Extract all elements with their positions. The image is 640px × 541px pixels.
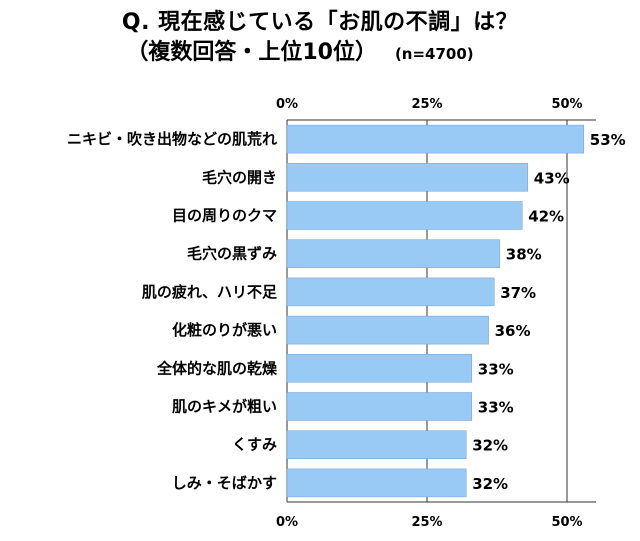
sample-size: (n=4700): [394, 45, 474, 63]
value-label-5: 36%: [495, 322, 531, 340]
x-tick-label-bottom-25: 25%: [411, 515, 442, 530]
chart-title: Q. 現在感じている「お肌の不調」は？: [121, 10, 519, 35]
category-label-1: 毛穴の開き: [202, 168, 277, 186]
bar-1: [286, 163, 529, 192]
bar-0: [286, 124, 585, 154]
bar-4: [286, 277, 495, 307]
category-label-6: 全体的な肌の乾燥: [156, 359, 278, 377]
x-tick-label-top-50: 50%: [551, 97, 582, 112]
value-label-8: 32%: [472, 437, 508, 455]
category-label-3: 毛穴の黒ずみ: [187, 245, 277, 263]
value-label-4: 37%: [500, 284, 536, 302]
value-label-9: 32%: [472, 475, 508, 493]
bar-3: [286, 239, 501, 268]
category-label-0: ニキビ・吹き出物などの肌荒れ: [67, 130, 277, 148]
value-label-0: 53%: [590, 131, 626, 149]
category-label-5: 化粧のりが悪い: [172, 321, 277, 339]
value-label-7: 33%: [478, 399, 514, 417]
bar-8: [286, 430, 467, 459]
bar-2: [286, 201, 523, 230]
category-label-2: 目の周りのクマ: [172, 207, 277, 225]
value-label-2: 42%: [528, 208, 564, 226]
bar-6: [286, 354, 473, 383]
bar-5: [286, 315, 489, 345]
category-label-7: 肌のキメが粗い: [172, 398, 277, 416]
bar-9: [286, 468, 467, 498]
value-label-3: 38%: [506, 246, 542, 264]
category-label-9: しみ・そばかす: [172, 474, 277, 492]
x-tick-label-bottom-0: 0%: [276, 515, 298, 530]
subtitle-text: （複数回答・上位10位）: [126, 40, 377, 65]
category-label-8: くすみ: [232, 436, 277, 454]
bar-7: [286, 392, 473, 421]
value-label-6: 33%: [478, 360, 514, 378]
x-tick-label-bottom-50: 50%: [551, 515, 582, 530]
value-label-1: 43%: [534, 169, 570, 187]
x-tick-label-top-25: 25%: [411, 97, 442, 112]
chart-subtitle: （複数回答・上位10位） (n=4700): [0, 34, 620, 66]
x-tick-label-top-0: 0%: [276, 97, 298, 112]
category-label-4: 肌の疲れ、ハリ不足: [142, 283, 278, 301]
